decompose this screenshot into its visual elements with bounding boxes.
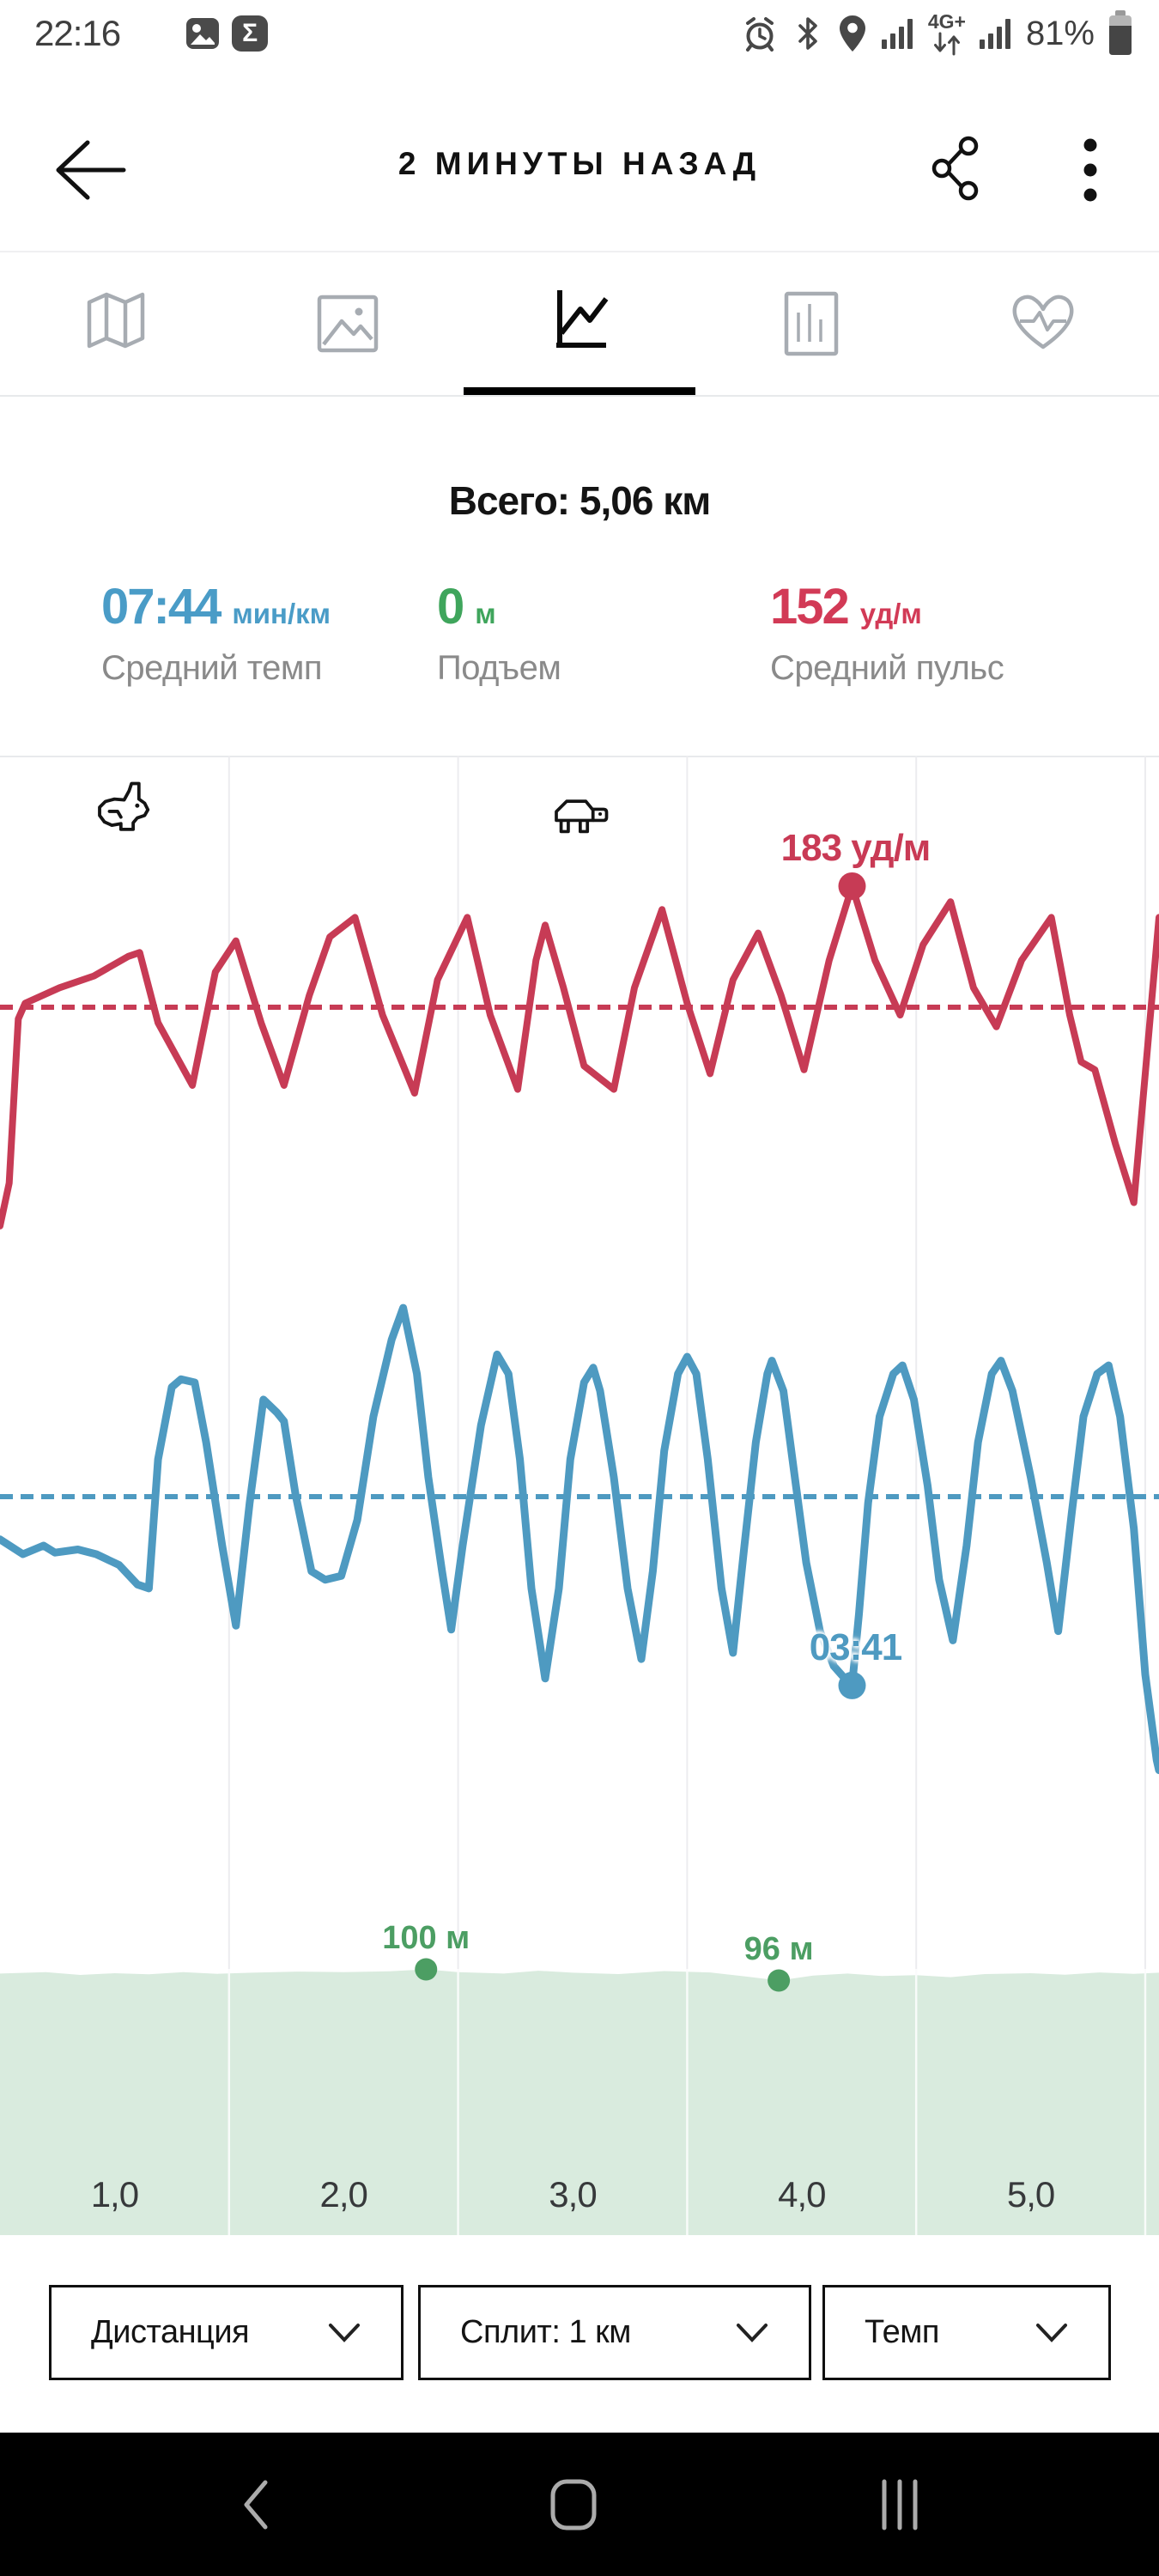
stats-row: 07:44 мин/км Средний темп 0 м Подъем 152… [0, 582, 1159, 688]
avg-pace-label: Средний темп [101, 649, 323, 687]
gallery-notification-icon [185, 17, 220, 50]
x-axis-tick: 5,0 [1006, 2174, 1055, 2215]
avg-hr-unit: уд/м [859, 598, 922, 629]
stat-elevation-gain: 0 м Подъем [437, 582, 770, 688]
sigma-app-icon: Σ [232, 15, 269, 52]
bar-stats-icon [773, 285, 850, 362]
battery-percent-text: 81% [1025, 14, 1095, 52]
total-distance-title: Всего: 5,06 км [448, 478, 712, 523]
heart-pulse-icon [1004, 285, 1082, 362]
avg-hr-value: 152 [770, 579, 850, 635]
photo-icon [309, 285, 386, 362]
best-pace-label: 03:41 [809, 1625, 903, 1668]
view-tabs [0, 251, 1159, 397]
line-chart-icon [541, 285, 618, 362]
tab-graphs[interactable] [464, 252, 695, 395]
signal-strength-icon-2 [979, 17, 1013, 50]
chevron-down-icon [735, 2321, 769, 2345]
back-button[interactable] [45, 127, 130, 213]
avg-hr-label: Средний пульс [770, 649, 1004, 687]
signal-strength-icon [881, 17, 915, 50]
dropdown-label: Дистанция [91, 2314, 250, 2350]
tab-photos[interactable] [232, 252, 464, 395]
share-icon[interactable] [929, 132, 984, 204]
activity-chart[interactable]: 183 уд/м 03:41 100 м 96 м 1,0 2,0 3,0 4,0 5,… [0, 756, 1159, 2235]
more-options-icon[interactable] [1073, 137, 1107, 203]
dropdown-label: Сплит: 1 км [460, 2314, 631, 2350]
chart-controls: Дистанция Сплит: 1 км Темп [0, 2285, 1159, 2380]
tab-map[interactable] [0, 252, 232, 395]
fastest-split-rabbit-icon [82, 780, 153, 840]
stat-avg-pace: 07:44 мин/км Средний темп [101, 582, 437, 688]
nav-back-icon[interactable] [238, 2477, 272, 2532]
nav-home-icon[interactable] [549, 2478, 598, 2531]
avg-pace-unit: мин/км [232, 598, 331, 629]
x-axis-tick: 1,0 [90, 2174, 139, 2215]
android-navigation-bar [0, 2433, 1159, 2576]
map-icon [77, 285, 155, 362]
page-title: 2 МИНУТЫ НАЗАД [397, 146, 762, 181]
elevation-unit: м [475, 598, 496, 629]
tab-splits[interactable] [695, 252, 927, 395]
tab-heart-rate[interactable] [927, 252, 1159, 395]
bluetooth-icon [792, 14, 824, 53]
header: 2 МИНУТЫ НАЗАД [0, 96, 1159, 244]
battery-icon [1107, 10, 1133, 57]
avg-pace-value: 07:44 [101, 579, 221, 635]
clock-text: 22:16 [34, 13, 121, 53]
nav-recents-icon[interactable] [879, 2478, 920, 2531]
chevron-down-icon [1035, 2321, 1069, 2345]
chart-canvas [0, 756, 1159, 2235]
alarm-icon [741, 15, 779, 52]
mobile-data-4g-icon: 4G+ [928, 11, 966, 56]
max-heartrate-label: 183 уд/м [780, 826, 931, 869]
slowest-split-turtle-icon [544, 792, 613, 836]
elevation-label: Подъем [437, 649, 561, 687]
stat-avg-heart-rate: 152 уд/м Средний пульс [770, 582, 1159, 688]
x-axis-tick: 2,0 [319, 2174, 367, 2215]
metric-dropdown-pace[interactable]: Темп [822, 2285, 1111, 2380]
location-icon [837, 14, 868, 53]
chevron-down-icon [327, 2321, 361, 2345]
elevation-point-label: 96 м [743, 1930, 814, 1967]
elevation-value: 0 [437, 579, 464, 635]
status-bar: 22:16 Σ 4G+ [0, 0, 1159, 62]
dropdown-label: Темп [865, 2314, 939, 2350]
x-axis-metric-dropdown[interactable]: Дистанция [49, 2285, 404, 2380]
x-axis-tick: 4,0 [778, 2174, 826, 2215]
elevation-point-label: 100 м [382, 1919, 470, 1956]
split-size-dropdown[interactable]: Сплит: 1 км [418, 2285, 811, 2380]
x-axis-tick: 3,0 [549, 2174, 597, 2215]
